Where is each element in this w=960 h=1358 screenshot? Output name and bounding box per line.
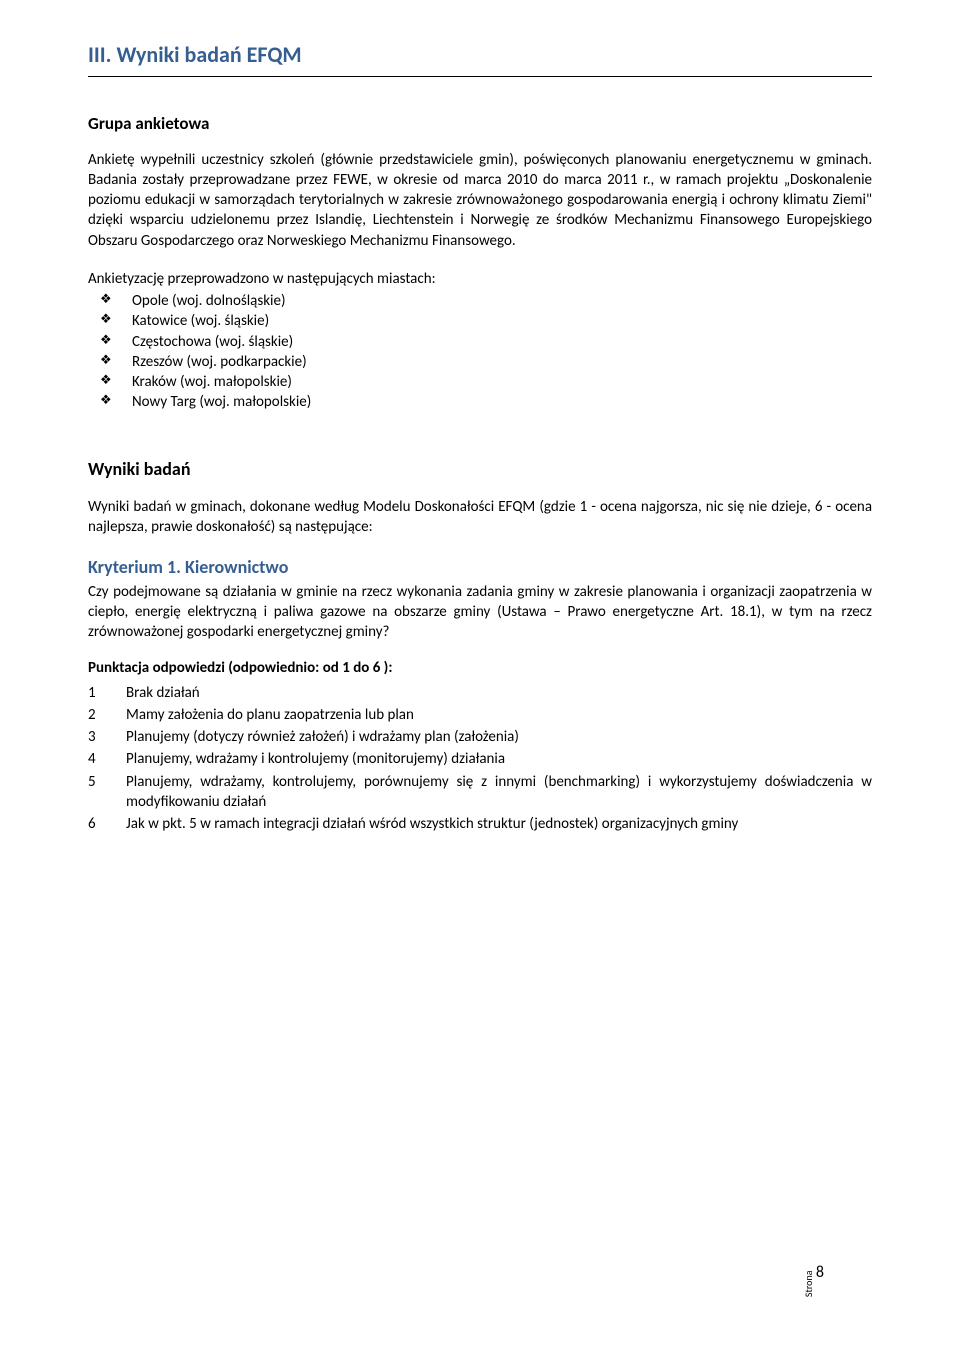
scoring-item: 4 Planujemy, wdrażamy i kontrolujemy (mo… (88, 749, 872, 769)
cities-intro: Ankietyzację przeprowadzono w następując… (88, 269, 872, 289)
scoring-item: 5 Planujemy, wdrażamy, kontrolujemy, por… (88, 772, 872, 813)
scoring-text: Jak w pkt. 5 w ramach integracji działań… (126, 814, 872, 834)
scoring-item: 6 Jak w pkt. 5 w ramach integracji dział… (88, 814, 872, 834)
scoring-number: 3 (88, 727, 126, 747)
scoring-text: Planujemy, wdrażamy i kontrolujemy (moni… (126, 749, 872, 769)
section-heading: III. Wyniki badań EFQM (88, 40, 872, 70)
page-digit: 8 (816, 1263, 824, 1282)
scoring-intro: Punktacja odpowiedzi (odpowiednio: od 1 … (88, 658, 872, 678)
scoring-item: 2 Mamy założenia do planu zaopatrzenia l… (88, 705, 872, 725)
results-paragraph: Wyniki badań w gminach, dokonane według … (88, 497, 872, 538)
list-item: Opole (woj. dolnośląskie) (88, 291, 872, 311)
criterion-paragraph: Czy podejmowane są działania w gminie na… (88, 582, 872, 643)
list-item: Rzeszów (woj. podkarpackie) (88, 352, 872, 372)
scoring-number: 2 (88, 705, 126, 725)
scoring-item: 3 Planujemy (dotyczy również założeń) i … (88, 727, 872, 747)
page-number: Strona8 (791, 1262, 824, 1284)
scoring-text: Planujemy (dotyczy również założeń) i wd… (126, 727, 872, 747)
list-item: Częstochowa (woj. śląskie) (88, 332, 872, 352)
cities-list: Opole (woj. dolnośląskie) Katowice (woj.… (88, 291, 872, 413)
criterion-heading: Kryterium 1. Kierownictwo (88, 555, 872, 579)
scoring-item: 1 Brak działań (88, 683, 872, 703)
section-divider (88, 76, 872, 77)
scoring-text: Planujemy, wdrażamy, kontrolujemy, porów… (126, 772, 872, 813)
results-heading: Wyniki badań (88, 457, 872, 481)
list-item: Katowice (woj. śląskie) (88, 311, 872, 331)
list-item: Nowy Targ (woj. małopolskie) (88, 392, 872, 412)
group-paragraph: Ankietę wypełnili uczestnicy szkoleń (gł… (88, 150, 872, 251)
scoring-number: 1 (88, 683, 126, 703)
scoring-text: Brak działań (126, 683, 872, 703)
group-heading: Grupa ankietowa (88, 113, 872, 136)
scoring-text: Mamy założenia do planu zaopatrzenia lub… (126, 705, 872, 725)
scoring-number: 5 (88, 772, 126, 813)
scoring-list: 1 Brak działań 2 Mamy założenia do planu… (88, 683, 872, 835)
page-label: Strona (802, 1270, 816, 1297)
list-item: Kraków (woj. małopolskie) (88, 372, 872, 392)
scoring-number: 4 (88, 749, 126, 769)
scoring-number: 6 (88, 814, 126, 834)
